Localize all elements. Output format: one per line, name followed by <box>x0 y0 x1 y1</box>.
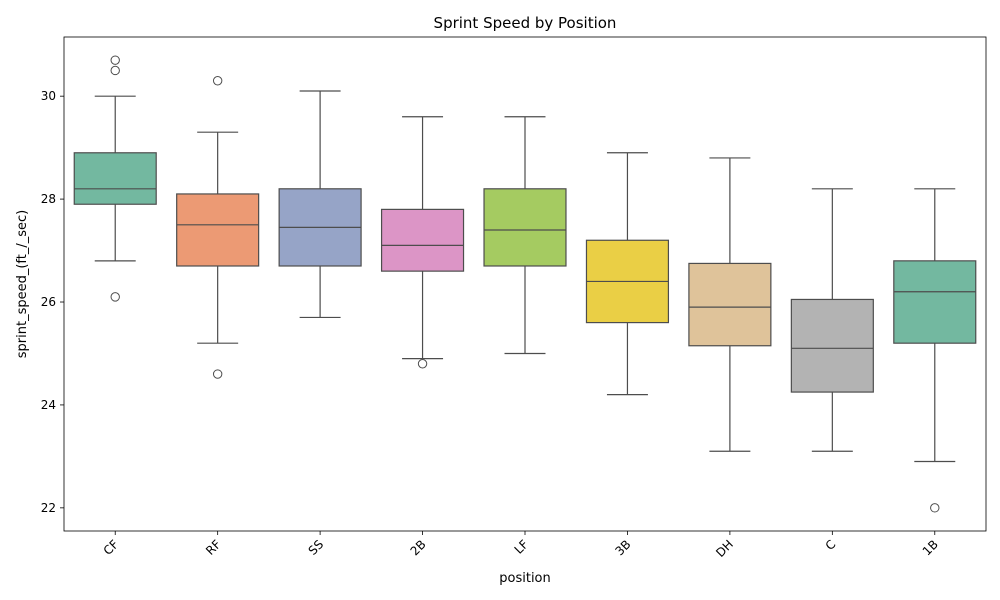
outlier-point <box>930 503 940 513</box>
y-tick-label: 28 <box>41 192 56 206</box>
box-iqr <box>176 193 260 267</box>
y-tick-label: 22 <box>41 501 56 515</box>
outlier-point <box>212 369 223 379</box>
box-group-lf <box>483 116 567 355</box>
box-group-rf <box>176 76 260 379</box>
box-group-c <box>790 188 874 452</box>
x-axis-label: position <box>499 571 551 586</box>
box-iqr <box>483 188 567 267</box>
y-tick-label: 26 <box>41 295 56 309</box>
box-group-ss <box>278 90 362 319</box>
box-group-1b <box>893 188 977 513</box>
outlier-point <box>110 292 120 302</box>
chart-title: Sprint Speed by Position <box>434 14 617 32</box>
y-tick-label: 30 <box>41 89 56 103</box>
box-iqr <box>380 208 465 272</box>
box-group-3b <box>585 152 670 396</box>
plot-area <box>73 55 977 513</box>
box-iqr <box>73 152 157 205</box>
box-group-cf <box>73 55 157 302</box>
box-iqr <box>790 298 874 393</box>
outlier-point <box>110 55 120 65</box>
box-group-2b <box>380 116 465 369</box>
box-iqr <box>893 260 977 344</box>
outlier-point <box>212 76 223 86</box>
box-iqr <box>688 262 772 347</box>
y-axis-label: sprint_speed_(ft_/_sec) <box>15 210 30 358</box>
y-tick-label: 24 <box>41 398 56 412</box>
box-group-dh <box>688 157 772 452</box>
outlier-point <box>417 359 428 369</box>
outlier-point <box>110 65 120 76</box>
